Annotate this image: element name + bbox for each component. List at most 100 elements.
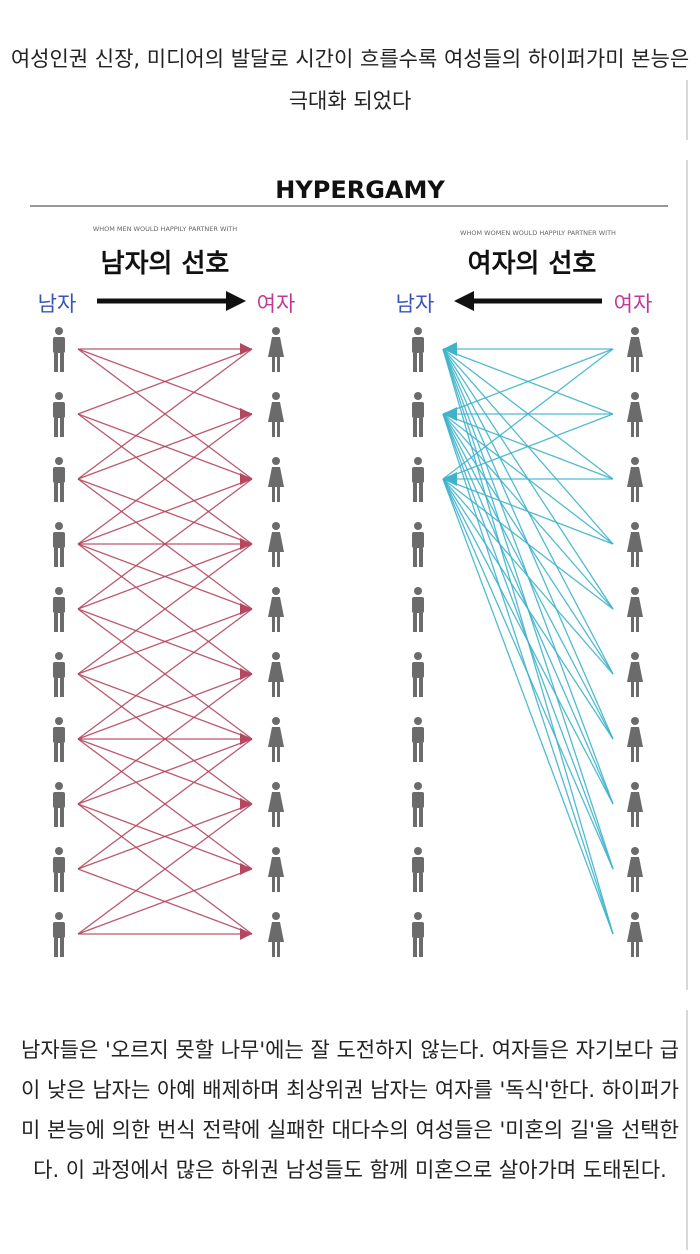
man-figure [53, 847, 65, 892]
right-to-label: 남자 [396, 292, 435, 316]
women-preference-line [442, 348, 614, 675]
men-preference-line [77, 803, 253, 935]
woman-figure [627, 327, 643, 372]
men-preference-line [77, 608, 253, 740]
left-to-label: 여자 [257, 292, 296, 316]
woman-figure [627, 522, 643, 567]
men-preference-line [77, 738, 253, 805]
arrowhead [443, 407, 457, 421]
woman-figure [268, 392, 284, 437]
man-figure [412, 782, 424, 827]
arrowhead [240, 473, 252, 485]
women-preference-line [442, 348, 614, 480]
woman-figure [268, 457, 284, 502]
right-edge-divider [686, 80, 688, 140]
woman-figure [268, 522, 284, 567]
arrowhead [443, 342, 457, 356]
men-preference-line [77, 478, 253, 545]
man-figure [53, 457, 65, 502]
arrowhead [240, 538, 252, 550]
woman-figure [627, 457, 643, 502]
man-figure [412, 457, 424, 502]
women-preference-line [442, 348, 614, 870]
women-preference-line [442, 348, 614, 545]
man-figure [412, 392, 424, 437]
man-figure [412, 327, 424, 372]
man-figure [412, 912, 424, 957]
men-preference-line [77, 608, 253, 675]
women-preference-line [442, 348, 614, 415]
left-subtitle: WHOM MEN WOULD HAPPILY PARTNER WITH [93, 225, 237, 233]
men-preference-line [77, 413, 253, 545]
woman-figure [627, 912, 643, 957]
man-figure [53, 327, 65, 372]
man-figure [412, 652, 424, 697]
arrowhead [240, 863, 252, 875]
woman-figure [627, 392, 643, 437]
right-heading: 여자의 선호 [468, 249, 597, 279]
men-preference-line [77, 738, 253, 870]
woman-figure [268, 912, 284, 957]
women-preference-line [442, 348, 614, 610]
women-preference-lines [442, 342, 614, 935]
left-heading: 남자의 선호 [101, 249, 230, 279]
man-figure [53, 782, 65, 827]
women-preference-line [442, 348, 614, 740]
man-figure [53, 522, 65, 567]
women-preference-line [442, 348, 614, 935]
men-preference-line [77, 348, 253, 415]
man-figure [53, 912, 65, 957]
arrowhead [240, 928, 252, 940]
men-preference-line [77, 673, 253, 740]
man-figure [412, 717, 424, 762]
men-preference-line [77, 543, 253, 675]
woman-figure [268, 847, 284, 892]
right-edge-divider [686, 160, 688, 990]
woman-figure [627, 652, 643, 697]
women-preference-line [442, 348, 614, 805]
men-preference-lines [77, 343, 253, 940]
women-preference-line [442, 478, 614, 935]
man-figure [53, 587, 65, 632]
men-preference-line [77, 348, 253, 480]
men-preference-line [77, 478, 253, 610]
woman-figure [627, 587, 643, 632]
arrowhead [240, 603, 252, 615]
right-direction-arrow [454, 291, 602, 311]
women-preference-line [442, 413, 614, 935]
arrowhead [240, 343, 252, 355]
diagram-title: HYPERGAMY [275, 176, 445, 204]
woman-figure [627, 717, 643, 762]
men-preference-line [77, 803, 253, 870]
caption-top: 여성인권 신장, 미디어의 발달로 시간이 흐를수록 여성들의 하이퍼가미 본능… [10, 47, 690, 113]
man-figure [412, 522, 424, 567]
woman-figure [268, 587, 284, 632]
caption-bottom: 남자들은 '오르지 못할 나무'에는 잘 도전하지 않는다. 여자들은 자기보다… [21, 1038, 679, 1182]
man-figure [53, 717, 65, 762]
man-figure [53, 652, 65, 697]
woman-figure [268, 652, 284, 697]
left-direction-arrow [97, 291, 246, 311]
right-subtitle: WHOM WOMEN WOULD HAPPILY PARTNER WITH [460, 229, 616, 237]
woman-figure [627, 847, 643, 892]
man-figure [53, 392, 65, 437]
man-figure [412, 847, 424, 892]
woman-figure [627, 782, 643, 827]
men-preference-line [77, 413, 253, 480]
men-preference-line [77, 868, 253, 935]
right-from-label: 여자 [614, 292, 653, 316]
people-figures [53, 327, 643, 957]
men-preference-line [77, 673, 253, 805]
man-figure [412, 587, 424, 632]
arrowhead [240, 733, 252, 745]
right-edge-divider [686, 1010, 688, 1250]
men-preference-line [77, 543, 253, 610]
hypergamy-diagram: HYPERGAMY WHOM MEN WOULD HAPPILY PARTNER… [30, 176, 668, 957]
woman-figure [268, 327, 284, 372]
arrowhead [240, 668, 252, 680]
left-from-label: 남자 [38, 292, 77, 316]
arrowhead [240, 408, 252, 420]
arrowhead [443, 472, 457, 486]
arrowhead [240, 798, 252, 810]
woman-figure [268, 717, 284, 762]
